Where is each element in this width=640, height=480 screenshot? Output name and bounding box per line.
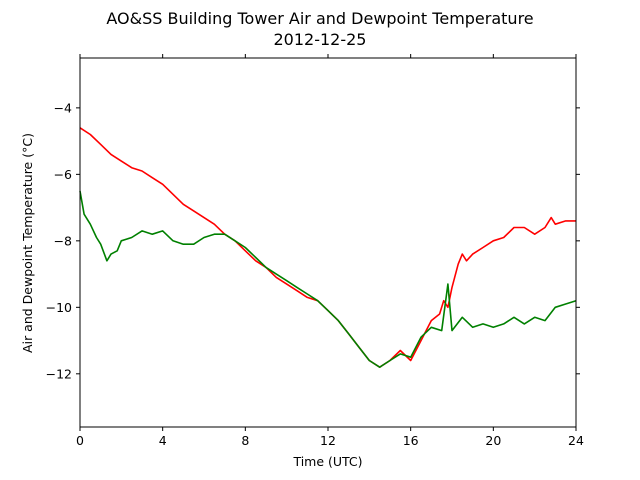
x-tick-label: 24 (568, 433, 584, 448)
series-line-1 (79, 190, 577, 369)
x-tick-label: 4 (159, 433, 167, 448)
x-tick-label: 20 (485, 433, 501, 448)
plot-lines (79, 127, 577, 369)
y-tick-label: −10 (46, 300, 72, 315)
y-tick-label: −4 (54, 100, 72, 115)
axis-ticks: 0 4 8 12 16 20 24 −12 −10 −8 −6 −4 (46, 54, 584, 448)
x-tick-label: 16 (403, 433, 419, 448)
y-tick-label: −6 (54, 167, 72, 182)
series-line-0 (79, 127, 576, 369)
plot-frame (79, 57, 577, 428)
y-tick-label: −8 (54, 233, 72, 248)
x-axis-label: Time (UTC) (292, 454, 362, 469)
y-tick-label: −12 (46, 366, 72, 381)
x-tick-label: 12 (320, 433, 336, 448)
chart-subtitle: 2012-12-25 (274, 30, 367, 49)
x-tick-label: 0 (76, 433, 84, 448)
x-tick-label: 8 (241, 433, 249, 448)
chart-title: AO&SS Building Tower Air and Dewpoint Te… (106, 9, 533, 28)
y-axis-label: Air and Dewpoint Temperature (°C) (20, 133, 35, 353)
